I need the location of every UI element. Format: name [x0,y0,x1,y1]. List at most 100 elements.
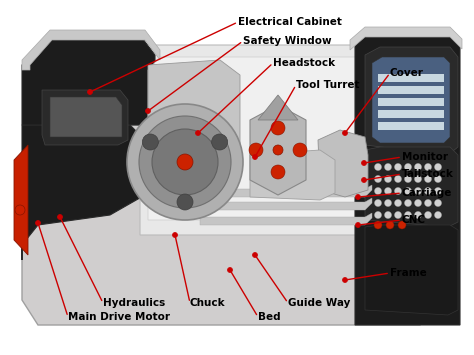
Circle shape [362,178,366,182]
Polygon shape [378,122,444,130]
Text: Frame: Frame [390,268,427,278]
Text: Tailstock: Tailstock [402,169,454,179]
Polygon shape [365,225,458,315]
Circle shape [36,220,40,225]
Circle shape [414,164,421,170]
Polygon shape [372,57,450,143]
Circle shape [414,212,421,218]
Polygon shape [148,60,240,160]
Polygon shape [355,33,460,325]
Circle shape [435,212,441,218]
Text: CNC: CNC [402,215,426,225]
Polygon shape [378,86,444,94]
Polygon shape [22,125,448,325]
Polygon shape [22,125,145,260]
Circle shape [228,268,233,273]
Circle shape [173,233,177,237]
Circle shape [374,200,382,207]
Polygon shape [365,47,458,155]
Circle shape [271,165,285,179]
Circle shape [177,194,193,210]
Polygon shape [378,110,444,118]
Circle shape [435,200,441,207]
Polygon shape [350,27,462,50]
Polygon shape [148,57,408,220]
Circle shape [414,175,421,182]
Text: Safety Window: Safety Window [243,36,332,46]
Circle shape [384,187,392,195]
Text: Cover: Cover [390,68,424,78]
Circle shape [374,164,382,170]
Circle shape [152,129,218,195]
Circle shape [398,221,406,229]
Circle shape [249,143,263,157]
Text: Monitor: Monitor [402,152,448,162]
Circle shape [356,223,361,228]
Circle shape [374,187,382,195]
Polygon shape [250,150,335,200]
Circle shape [414,200,421,207]
Circle shape [404,212,411,218]
Circle shape [394,200,401,207]
Circle shape [273,145,283,155]
Polygon shape [200,213,372,225]
Circle shape [139,116,231,208]
Circle shape [394,187,401,195]
Circle shape [343,278,347,283]
Circle shape [271,121,285,135]
Text: Hydraulics: Hydraulics [103,298,165,308]
Circle shape [362,160,366,165]
Text: Electrical Cabinet: Electrical Cabinet [238,17,342,27]
Text: Main Drive Motor: Main Drive Motor [68,312,170,322]
Polygon shape [378,98,444,106]
Circle shape [404,175,411,182]
Circle shape [435,187,441,195]
Circle shape [374,212,382,218]
Circle shape [394,164,401,170]
Circle shape [195,131,201,136]
Circle shape [177,154,193,170]
Text: Tool Turret: Tool Turret [296,80,359,90]
Circle shape [384,175,392,182]
Polygon shape [22,35,155,125]
Circle shape [425,212,431,218]
Circle shape [374,175,382,182]
Circle shape [142,134,158,150]
Polygon shape [50,97,122,137]
Text: Chuck: Chuck [190,298,226,308]
Text: Headstock: Headstock [273,58,335,68]
Polygon shape [318,130,368,197]
Circle shape [425,187,431,195]
Circle shape [88,89,92,94]
Circle shape [394,175,401,182]
Polygon shape [140,45,420,235]
Circle shape [15,205,25,215]
Circle shape [404,164,411,170]
Circle shape [356,195,361,200]
Circle shape [253,252,257,257]
Circle shape [253,154,257,159]
Text: Carriage: Carriage [402,188,452,198]
Polygon shape [42,90,128,145]
Circle shape [425,200,431,207]
Polygon shape [14,145,28,255]
Circle shape [374,221,382,229]
Text: Guide Way: Guide Way [288,298,350,308]
Circle shape [386,221,394,229]
Circle shape [127,104,243,220]
Circle shape [384,164,392,170]
Circle shape [384,200,392,207]
Circle shape [57,214,63,219]
Circle shape [435,175,441,182]
Circle shape [404,187,411,195]
Circle shape [343,131,347,136]
Polygon shape [378,74,444,82]
Polygon shape [250,105,306,195]
Circle shape [394,212,401,218]
Circle shape [384,212,392,218]
Circle shape [146,109,151,114]
Circle shape [435,164,441,170]
Circle shape [414,187,421,195]
Text: Bed: Bed [258,312,281,322]
Circle shape [293,143,307,157]
